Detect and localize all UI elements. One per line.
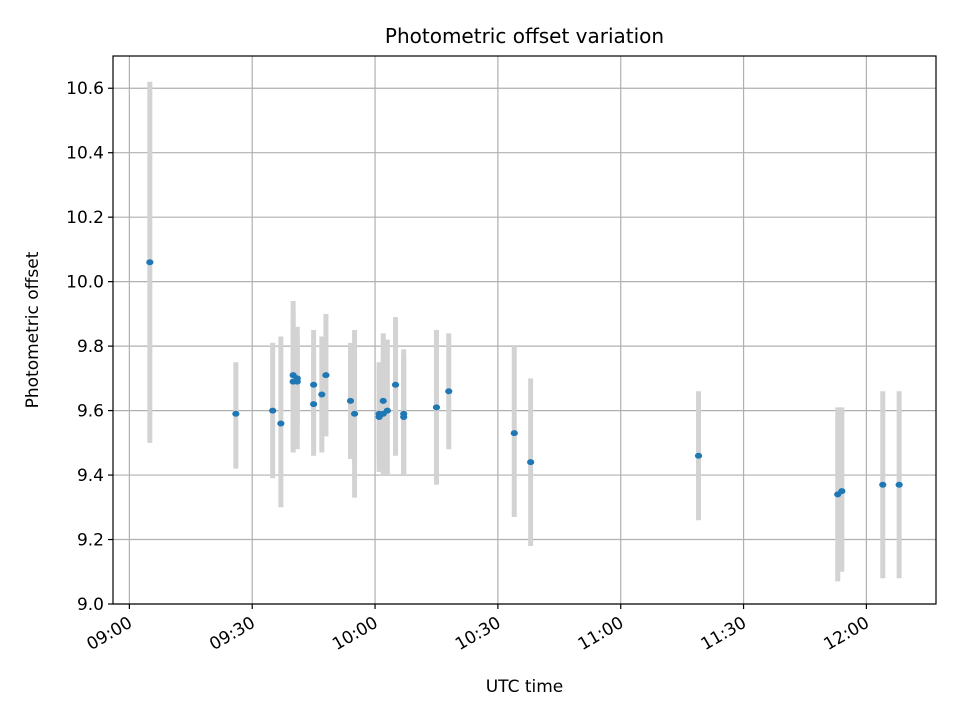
y-tick-label: 10.4 [66,144,104,164]
data-point [350,410,359,417]
y-tick-label: 10.6 [66,79,104,99]
data-point [510,430,518,437]
y-tick-label: 10.2 [66,208,104,228]
data-point [293,375,301,382]
y-tick-label: 9.6 [77,402,104,422]
x-axis-label: UTC time [486,677,564,697]
data-point [400,414,408,421]
y-tick-label: 9.4 [77,466,104,486]
data-point [318,391,326,398]
data-point [322,372,330,379]
plot-frame [112,55,937,605]
y-tick-label: 10.0 [66,273,104,293]
data-point [445,388,453,395]
data-point [879,481,887,488]
data-point [391,381,400,388]
data-point [432,404,441,411]
data-point [232,410,240,417]
y-tick-label: 9.0 [77,595,104,615]
data-point [310,401,318,408]
data-point [146,259,154,266]
data-point [838,488,846,495]
data-point [269,407,277,414]
data-point [379,397,387,404]
y-tick-label: 9.2 [77,531,104,551]
y-axis-label: Photometric offset [23,251,43,408]
chart-title: Photometric offset variation [385,24,664,48]
data-points [146,259,903,498]
data-point [346,397,355,404]
data-point [694,452,703,459]
data-point [895,481,903,488]
data-point [310,381,318,388]
data-point [277,420,285,427]
y-axis-ticks: 9.0 9.2 9.4 9.6 9.8 10.0 10.2 10.4 10.6 [66,79,113,615]
data-point [383,407,391,414]
data-point [527,459,535,466]
y-tick-label: 9.8 [77,337,104,357]
grid-lines [113,56,936,605]
